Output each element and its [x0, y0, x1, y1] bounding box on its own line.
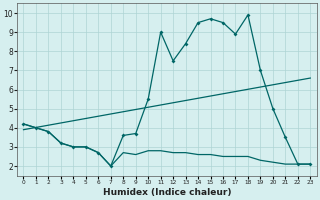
- X-axis label: Humidex (Indice chaleur): Humidex (Indice chaleur): [103, 188, 231, 197]
